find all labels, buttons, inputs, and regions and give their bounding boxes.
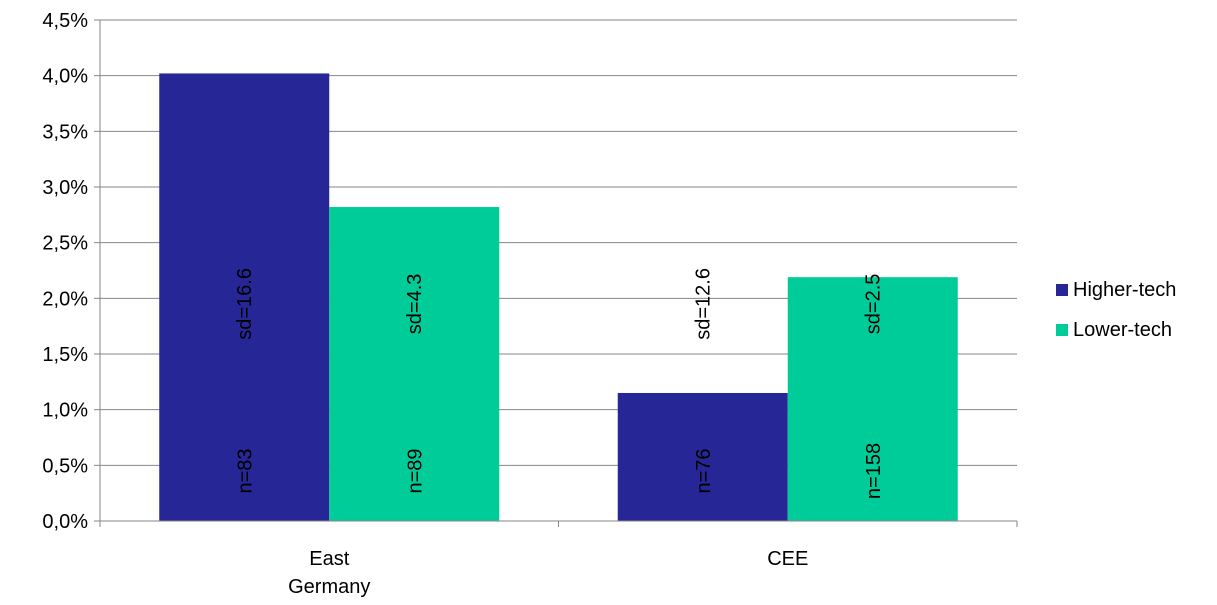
- y-tick-label: 3,5%: [42, 121, 88, 143]
- bar-n-label: n=89: [404, 448, 426, 493]
- bar-n-label: n=83: [234, 448, 256, 493]
- bars: n=83 sd=16.6 n=89 sd=4.3 n=76 sd=12.6 n=158 sd=…: [159, 73, 958, 522]
- x-category-label: East Germany: [288, 548, 370, 598]
- y-tick-label: 2,0%: [42, 288, 88, 310]
- y-tick-label: 0,0%: [42, 511, 88, 533]
- y-tick-label: 4,0%: [42, 66, 88, 88]
- y-tick-label: 1,0%: [42, 400, 88, 422]
- x-category-label: CEE: [767, 548, 808, 570]
- legend-label-higher-tech: Higher-tech: [1073, 278, 1177, 301]
- bar: [159, 73, 330, 521]
- legend-item-higher-tech: Higher-tech: [1056, 276, 1176, 304]
- bar-sd-label: sd=2.5: [863, 274, 885, 335]
- y-tick-label: 4,5%: [42, 10, 88, 32]
- y-tick-label: 2,5%: [42, 233, 88, 255]
- y-axis-tick-labels: 0,0% 0,5% 1,0% 1,5% 2,0% 2,5% 3,0% 3,5% 4,0% 4,5%: [42, 10, 88, 533]
- bar: [787, 277, 958, 521]
- bar-sd-label: sd=4.3: [404, 274, 426, 335]
- bar-n-label: n=76: [693, 448, 715, 493]
- bar-n-label: n=158: [863, 443, 885, 499]
- bar: [617, 392, 788, 521]
- x-axis-category-labels: East Germany CEE: [288, 548, 808, 598]
- axes: [94, 19, 1018, 527]
- y-tick-label: 1,5%: [42, 344, 88, 366]
- y-tick-label: 0,5%: [42, 455, 88, 477]
- bar-sd-label: sd=16.6: [234, 268, 256, 340]
- bar: [329, 207, 500, 522]
- bar-sd-label: sd=12.6: [693, 268, 715, 340]
- legend-swatch-higher-tech: [1056, 284, 1068, 296]
- legend: Higher-tech Lower-tech: [1056, 276, 1176, 356]
- legend-item-lower-tech: Lower-tech: [1056, 316, 1176, 344]
- legend-label-lower-tech: Lower-tech: [1073, 318, 1172, 341]
- legend-swatch-lower-tech: [1056, 324, 1068, 336]
- y-tick-label: 3,0%: [42, 177, 88, 199]
